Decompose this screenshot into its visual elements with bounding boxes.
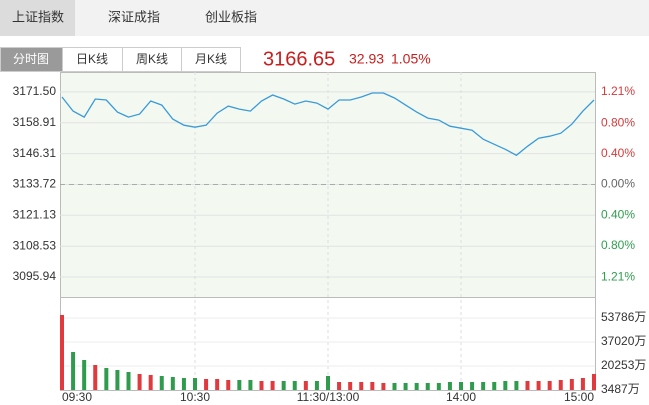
volume-bar <box>193 377 197 390</box>
volume-bar <box>71 351 76 390</box>
volume-bar <box>370 381 375 390</box>
period-tab-active[interactable] <box>0 47 63 72</box>
quote-change: 32.93 <box>349 51 384 67</box>
y2-tick-label: 0.80% <box>601 238 635 252</box>
quote-percent: 1.05% <box>391 51 431 67</box>
volume-bar <box>215 378 220 390</box>
volume-bar <box>414 383 419 390</box>
price-panel <box>60 72 596 298</box>
y2-tick-label: 0.00% <box>601 177 635 191</box>
y-tick-label: 3121.13 <box>13 207 57 221</box>
y-tick-label: 20253万 <box>601 358 646 372</box>
y-tick-label: 3487万 <box>601 382 640 396</box>
volume-bar <box>248 379 253 390</box>
y2-tick-label: 1.21% <box>601 269 635 283</box>
y-tick-label: 3171.50 <box>13 84 57 98</box>
period-label[interactable]: 日K线 <box>76 52 108 66</box>
quote-price: 3166.65 <box>263 48 335 70</box>
tab-bar <box>0 0 649 36</box>
volume-bar <box>181 377 186 390</box>
volume-bar <box>159 376 164 390</box>
y-tick-label: 3146.31 <box>13 146 57 160</box>
volume-bar <box>60 314 64 390</box>
price-line <box>61 92 595 157</box>
tab[interactable]: 深证成指 <box>108 9 160 24</box>
volume-bar <box>337 381 342 390</box>
volume-bar <box>580 377 585 390</box>
volume-bar <box>558 379 563 390</box>
volume-bar <box>592 373 596 390</box>
volume-bar <box>514 381 519 390</box>
volume-bar <box>492 381 497 390</box>
tab[interactable]: 创业板指 <box>205 9 257 24</box>
y2-tick-label: 0.40% <box>601 146 635 160</box>
volume-bar <box>547 381 552 390</box>
x-tick-label: 15:00 <box>564 390 594 404</box>
volume-bar <box>303 381 308 390</box>
volume-bar <box>270 381 275 390</box>
x-tick-label: 11:30/13:00 <box>297 390 360 404</box>
period-tab[interactable] <box>181 47 241 72</box>
volume-bar <box>82 359 87 390</box>
y-tick-label: 3095.94 <box>13 269 57 283</box>
x-tick-label: 09:30 <box>62 390 92 404</box>
volume-bar <box>359 381 364 390</box>
volume-bar <box>381 383 386 390</box>
period-label[interactable]: 月K线 <box>195 52 227 66</box>
volume-bar <box>170 376 175 390</box>
volume-bar <box>470 381 475 390</box>
volume-bar <box>569 378 574 390</box>
y-tick-label: 3108.53 <box>13 238 57 252</box>
volume-bar <box>436 383 441 390</box>
period-tab[interactable] <box>122 47 182 72</box>
period-label[interactable]: 分时图 <box>13 52 49 66</box>
period-label[interactable]: 周K线 <box>136 52 168 66</box>
volume-bar <box>459 381 463 390</box>
y-tick-label: 3133.72 <box>13 177 57 191</box>
tab-active-bg <box>0 0 75 36</box>
y-tick-label: 53786万 <box>601 310 646 324</box>
x-tick-label: 10:30 <box>180 390 210 404</box>
y-tick-label: 3158.91 <box>13 115 57 129</box>
period-tab[interactable] <box>62 47 123 72</box>
y-tick-label: 37020万 <box>601 334 646 348</box>
volume-bar <box>447 381 452 390</box>
volume-bar <box>348 381 353 390</box>
volume-bar <box>137 373 142 390</box>
y2-tick-label: 0.40% <box>601 207 635 221</box>
volume-bar <box>525 381 530 390</box>
volume-bar <box>204 378 209 390</box>
volume-bar <box>314 381 319 390</box>
volume-bar <box>326 376 330 390</box>
y2-tick-label: 0.80% <box>601 115 635 129</box>
volume-bar <box>425 383 430 390</box>
volume-bar <box>104 367 109 390</box>
volume-bar <box>237 379 242 390</box>
volume-bar <box>292 381 297 390</box>
volume-bar <box>503 381 508 390</box>
volume-bar <box>392 383 397 390</box>
volume-bar <box>148 374 153 390</box>
volume-bar <box>536 381 541 390</box>
volume-bar <box>481 381 486 390</box>
tab[interactable]: 上证指数 <box>12 9 64 24</box>
x-tick-label: 14:00 <box>446 390 476 404</box>
volume-bar <box>403 383 408 390</box>
volume-bar <box>259 381 264 390</box>
volume-bar <box>93 364 98 390</box>
volume-bar <box>281 381 286 390</box>
volume-bar <box>226 379 231 390</box>
y2-tick-label: 1.21% <box>601 84 635 98</box>
volume-bar <box>115 369 120 390</box>
volume-bar <box>126 371 131 390</box>
